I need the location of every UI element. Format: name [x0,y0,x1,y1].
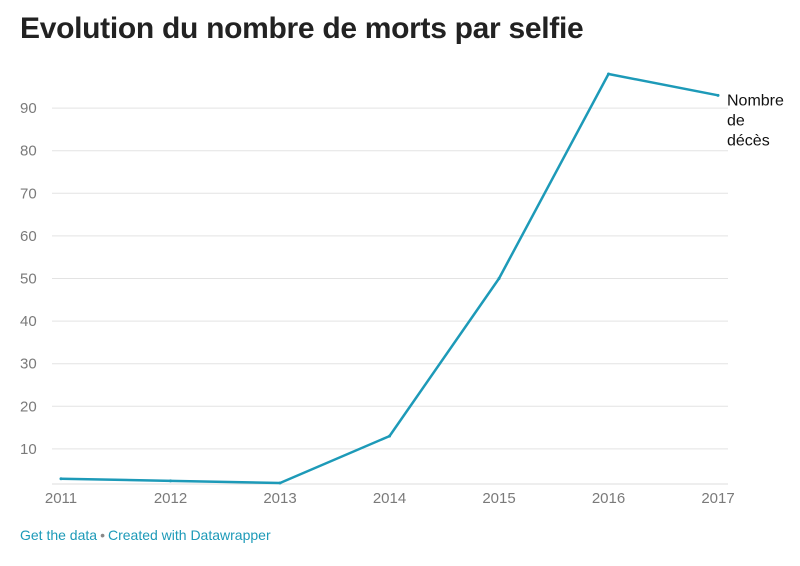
y-tick-label: 30 [20,356,37,373]
series-group: Nombre de décès [59,72,784,485]
x-axis-ticks: 2011 2012 2013 2014 2015 2016 2017 [45,490,735,507]
data-point [607,72,610,76]
x-tick-label: 2016 [592,490,625,507]
get-data-link[interactable]: Get the data [20,527,98,543]
y-tick-label: 60 [20,228,37,245]
x-tick-label: 2015 [482,490,515,507]
y-tick-label: 50 [20,271,37,288]
y-axis-ticks: 10 20 30 40 50 60 70 80 90 [20,100,37,458]
gridlines [52,107,728,485]
y-tick-label: 10 [20,441,37,458]
series-label: Nombre de décès [727,92,784,149]
data-point [59,477,63,481]
x-tick-label: 2017 [701,490,734,507]
data-point [716,93,720,97]
x-tick-label: 2011 [45,490,77,507]
x-tick-label: 2012 [154,490,187,507]
chart-title: Evolution du nombre de morts par selfie [20,12,584,45]
y-tick-label: 90 [20,100,37,117]
data-point [388,434,391,438]
y-tick-label: 20 [20,398,37,415]
y-tick-label: 80 [20,143,37,160]
data-point [278,481,282,485]
y-tick-label: 40 [20,313,37,330]
x-tick-label: 2014 [373,490,406,507]
datawrapper-link[interactable]: Created with Datawrapper [107,527,271,543]
data-point [497,277,501,280]
data-point [169,479,172,483]
x-tick-label: 2013 [263,490,296,507]
chart-footer: Get the data • Created with Datawrapper [20,527,271,543]
footer-separator: • [100,527,105,543]
y-tick-label: 70 [20,185,37,202]
